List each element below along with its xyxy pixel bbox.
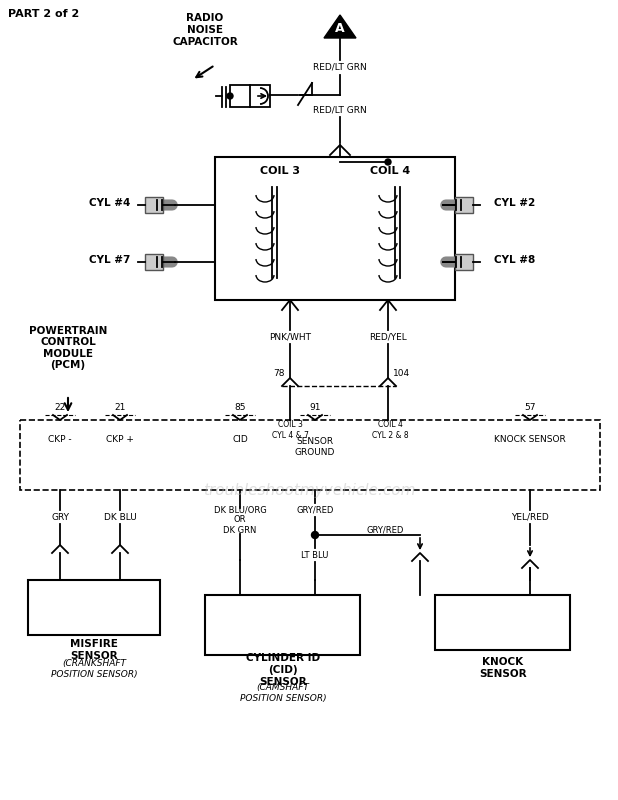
Text: A: A [335,22,345,34]
Text: COIL 4: COIL 4 [370,166,410,176]
Text: 91: 91 [309,403,321,413]
Text: 22: 22 [54,403,66,413]
Text: RED/YEL: RED/YEL [369,333,407,342]
Text: 104: 104 [393,370,410,378]
Text: (CRANKSHAFT
POSITION SENSOR): (CRANKSHAFT POSITION SENSOR) [51,659,137,678]
Text: CYL #8: CYL #8 [494,255,536,265]
Text: KNOCK
SENSOR: KNOCK SENSOR [479,658,527,678]
Text: 85: 85 [234,403,246,413]
Text: CYL #2: CYL #2 [494,198,536,208]
Text: RED/LT GRN: RED/LT GRN [313,106,367,114]
Text: COIL 3: COIL 3 [260,166,300,176]
Bar [435,595,570,650]
Text: CYL #4: CYL #4 [90,198,130,208]
Text: 21: 21 [114,403,125,413]
Text: CYL #7: CYL #7 [90,255,130,265]
Polygon shape [324,15,356,38]
Text: PART 2 of 2: PART 2 of 2 [8,9,79,19]
Text: COIL 4
CYL 2 & 8: COIL 4 CYL 2 & 8 [371,420,408,440]
Text: 57: 57 [524,403,536,413]
Circle shape [311,531,318,538]
Text: RADIO
NOISE
CAPACITOR: RADIO NOISE CAPACITOR [172,14,238,46]
Text: 78: 78 [274,370,285,378]
Bar [205,595,360,655]
Text: CYLINDER ID
(CID)
SENSOR: CYLINDER ID (CID) SENSOR [246,654,320,686]
Bar [145,254,163,270]
Text: troubleshootmyvehicle.com: troubleshootmyvehicle.com [203,482,415,498]
Text: LT BLU: LT BLU [302,550,329,559]
Text: GRY: GRY [51,513,69,522]
Text: YEL/RED: YEL/RED [511,513,549,522]
Bar [455,254,473,270]
Text: CID: CID [232,435,248,445]
Circle shape [385,159,391,165]
Bar [230,85,270,107]
Text: PNK/WHT: PNK/WHT [269,333,311,342]
Text: GRY/RED: GRY/RED [296,506,334,514]
Text: SENSOR
GROUND: SENSOR GROUND [295,438,335,457]
Bar [455,197,473,213]
Text: MISFIRE
SENSOR: MISFIRE SENSOR [70,639,118,661]
Text: CKP -: CKP - [48,435,72,445]
Circle shape [227,93,233,99]
Bar [145,197,163,213]
Text: RED/LT GRN: RED/LT GRN [313,62,367,71]
Bar [28,580,160,635]
Text: DK BLU: DK BLU [104,513,137,522]
Bar [20,420,600,490]
Text: (CAMSHAFT
POSITION SENSOR): (CAMSHAFT POSITION SENSOR) [240,683,326,702]
Text: DK BLU/ORG
OR
DK GRN: DK BLU/ORG OR DK GRN [214,505,266,535]
Text: GRY/RED: GRY/RED [366,526,404,534]
Bar [215,157,455,300]
Text: POWERTRAIN
CONTROL
MODULE
(PCM): POWERTRAIN CONTROL MODULE (PCM) [29,326,107,370]
Text: KNOCK SENSOR: KNOCK SENSOR [494,435,566,445]
Text: COIL 3
CYL 4 & 7: COIL 3 CYL 4 & 7 [271,420,308,440]
Text: CKP +: CKP + [106,435,134,445]
